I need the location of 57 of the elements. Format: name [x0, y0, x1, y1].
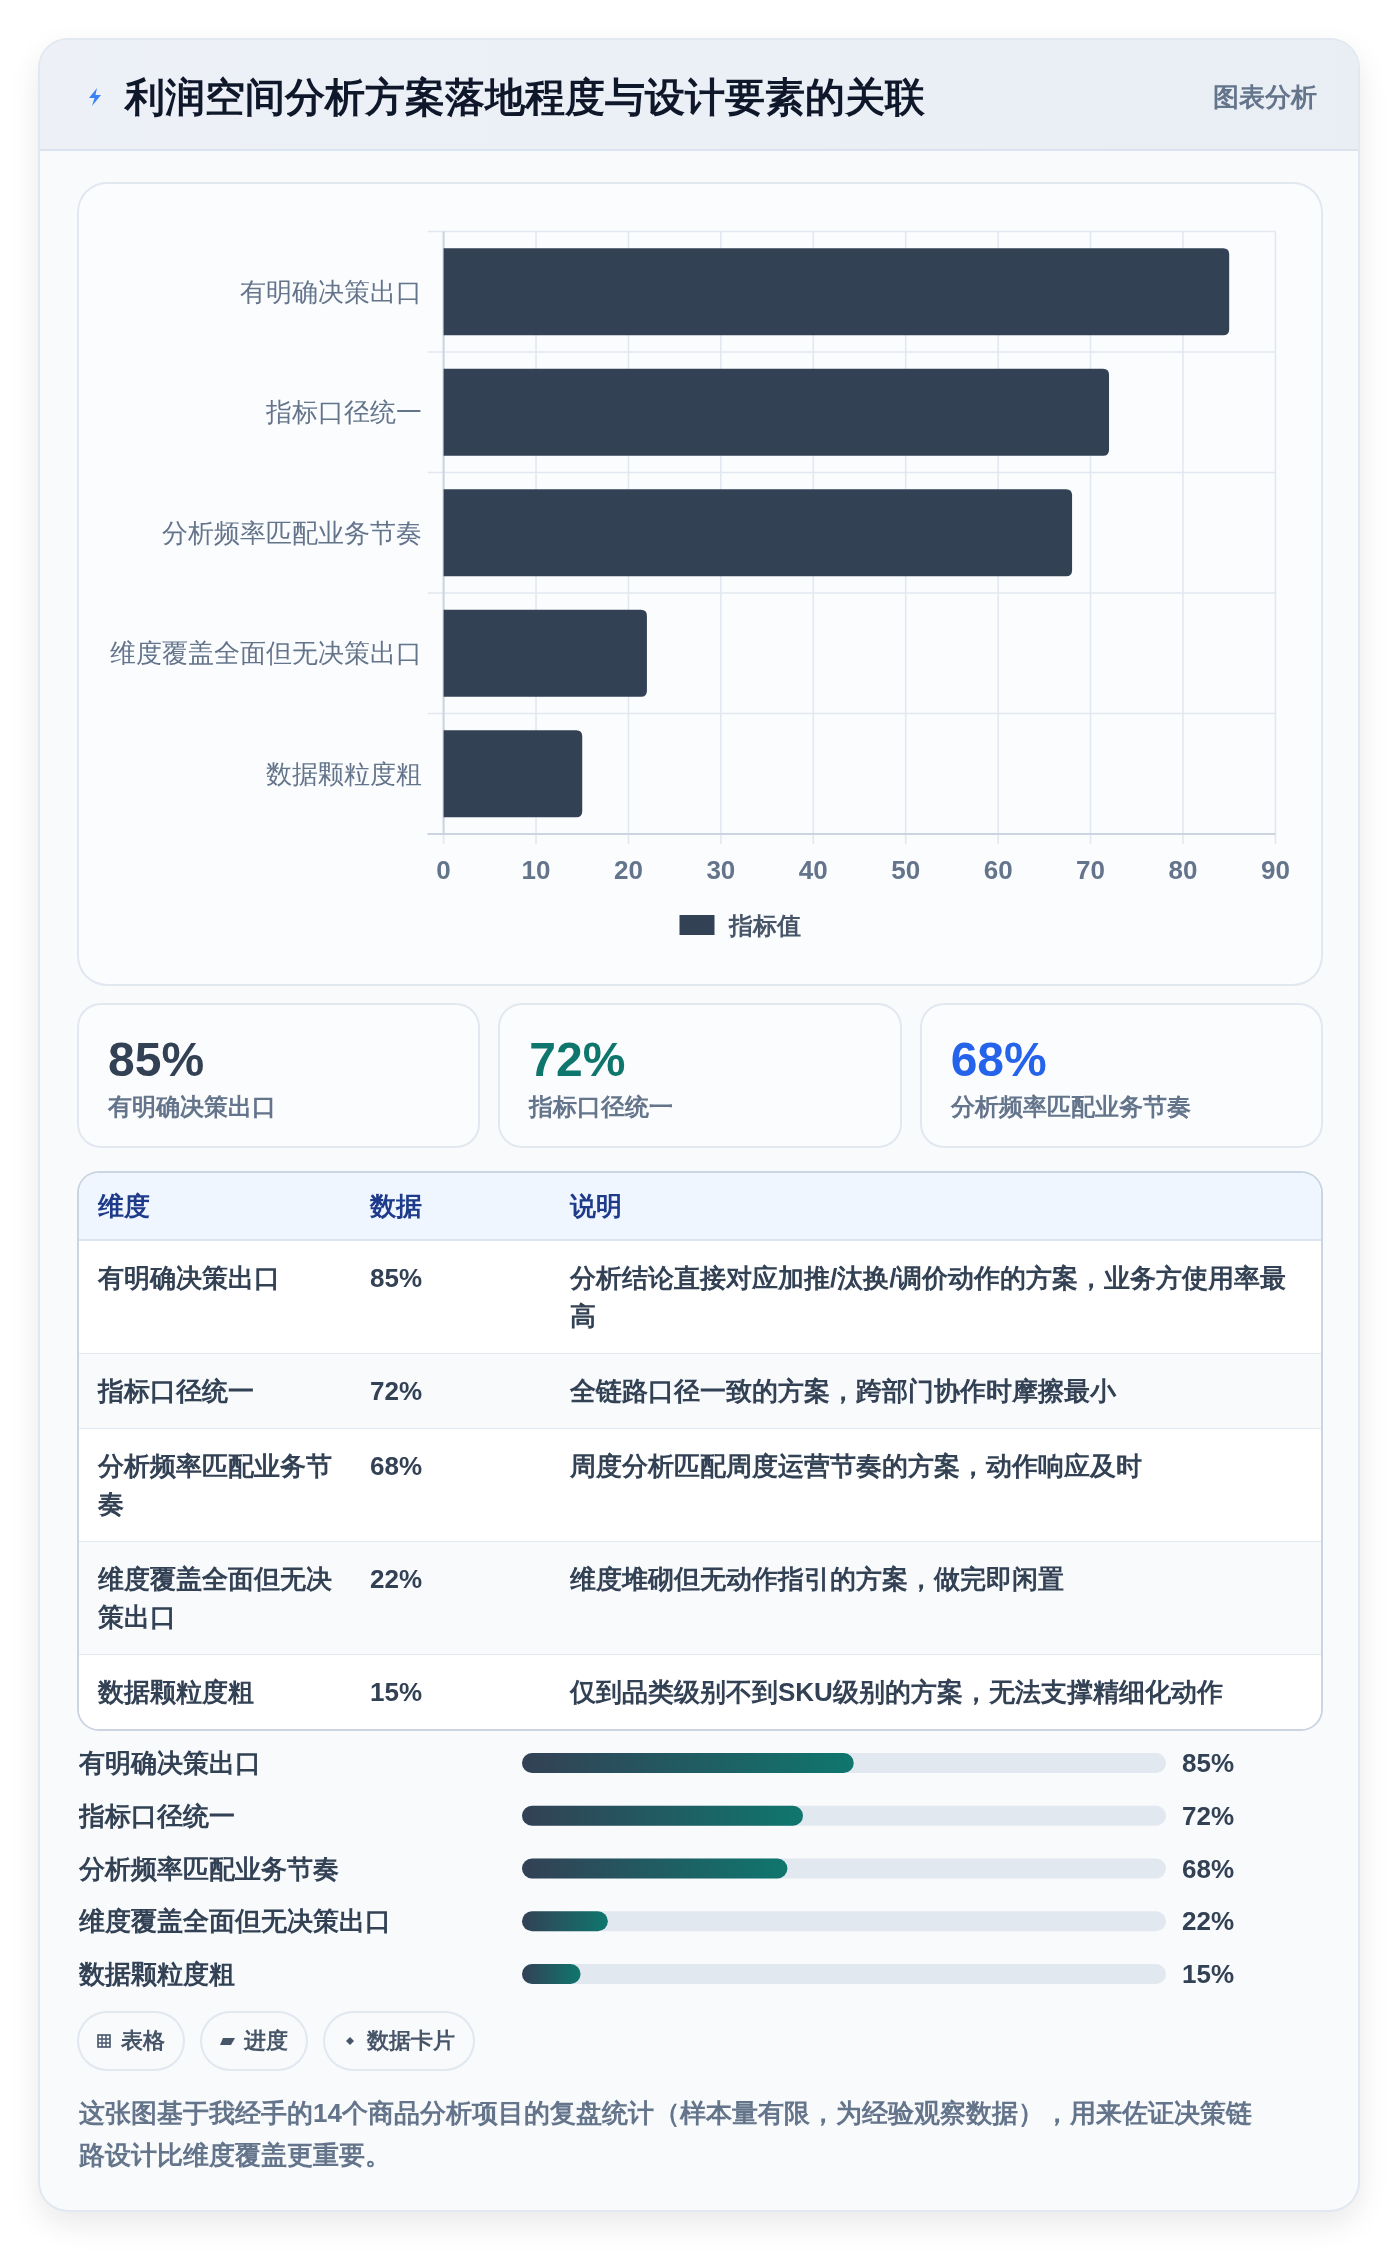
bar — [522, 1911, 608, 1932]
y-tick-label: 分析频率匹配业务节奏 — [78, 1853, 339, 1884]
y-tick-label: 数据颗粒度粗 — [265, 758, 422, 789]
bar — [522, 1964, 581, 1984]
bar — [443, 489, 1073, 577]
text: 维度堆砌但无动作指引的方案，做完即闲置 — [551, 1541, 1321, 1654]
data-label: 72% — [1182, 1800, 1235, 1831]
y-tick-label: 分析频率匹配业务节奏 — [161, 517, 422, 548]
y-tick-label: 维度覆盖全面但无决策出口 — [78, 1906, 391, 1937]
text: 22% — [351, 1541, 551, 1654]
text: 这张图基于我经手的14个商品分析项目的复盘统计（样本量有限，为经验观察数据），用来佐证决策链路设计比维度覆盖更重要。 — [79, 2097, 1253, 2172]
text: 68% — [351, 1428, 551, 1541]
text: 数据卡片 — [367, 2027, 455, 2055]
y-tick-label: 有明确决策出口 — [78, 1748, 261, 1778]
x-tick-label: 30 — [706, 855, 736, 885]
x-tick-label: 80 — [1168, 855, 1198, 885]
text: 仅到品类级别不到SKU级别的方案，无法支撑精细化动作 — [551, 1654, 1321, 1729]
x-tick-label: 90 — [1260, 855, 1290, 885]
text: 数据 — [351, 1173, 551, 1241]
x-tick-label: 0 — [436, 855, 451, 885]
chart-subtitle: 图表分析 — [1213, 81, 1317, 114]
text: 说明 — [551, 1173, 1321, 1241]
text: 15% — [351, 1654, 551, 1729]
bar — [443, 248, 1230, 336]
text: 进度 — [244, 2027, 288, 2055]
x-tick-label: 40 — [798, 855, 828, 885]
text: 表格 — [121, 2027, 165, 2055]
data-label: 68% — [1182, 1853, 1235, 1884]
text: 分析频率匹配业务节奏 — [950, 1092, 1191, 1122]
y-tick-label: 维度覆盖全面但无决策出口 — [109, 638, 422, 669]
legend-label: 指标值 — [727, 911, 801, 939]
text: 周度分析匹配周度运营节奏的方案，动作响应及时 — [551, 1428, 1321, 1541]
x-tick-label: 10 — [521, 855, 551, 885]
y-tick-label: 指标口径统一 — [264, 397, 422, 428]
x-tick-label: 60 — [983, 855, 1013, 885]
bar — [443, 730, 583, 818]
bar — [443, 609, 647, 697]
x-tick-label: 20 — [613, 855, 643, 885]
text: 68% — [950, 1033, 1047, 1086]
y-tick-label: 指标口径统一 — [78, 1800, 235, 1831]
bar — [443, 368, 1110, 456]
y-tick-label: 有明确决策出口 — [239, 276, 422, 307]
text: 分析结论直接对应加推/汰换/调价动作的方案，业务方使用率最高 — [551, 1241, 1321, 1353]
data-label: 22% — [1182, 1906, 1235, 1937]
text: 72% — [351, 1353, 551, 1428]
text: 85% — [108, 1033, 205, 1086]
text: 全链路口径一致的方案，跨部门协作时摩擦最小 — [551, 1353, 1321, 1428]
data-label: 85% — [1182, 1748, 1235, 1778]
x-tick-label: 50 — [891, 855, 921, 885]
text: 85% — [351, 1241, 551, 1353]
text: 72% — [529, 1033, 626, 1086]
text: 指标口径统一 — [529, 1092, 674, 1122]
y-tick-label: 数据颗粒度粗 — [78, 1959, 235, 1989]
data-label: 15% — [1182, 1959, 1235, 1989]
text: 维度 — [79, 1173, 351, 1241]
chart-title: 利润空间分析方案落地程度与设计要素的关联 — [125, 74, 925, 121]
x-tick-label: 70 — [1076, 855, 1106, 885]
